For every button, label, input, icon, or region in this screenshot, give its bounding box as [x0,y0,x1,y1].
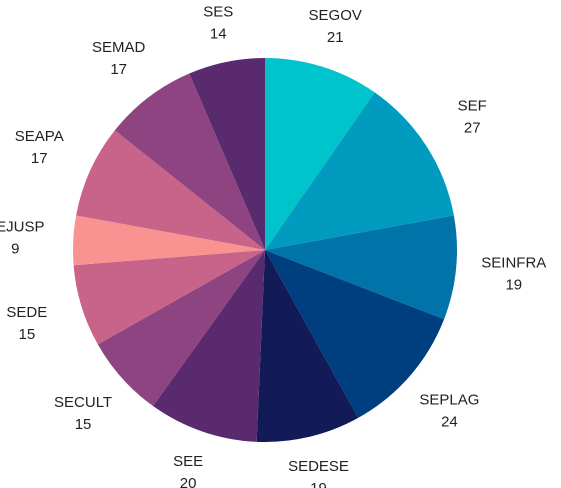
slice-value: 19 [310,480,327,488]
pie-slice [72,215,265,266]
slice-label: SEE [173,453,203,470]
slice-value: 15 [19,326,36,343]
pie-slice [153,250,265,442]
slice-label: SEF [458,98,487,115]
slice-value: 19 [505,276,522,293]
pie-slice [265,215,458,320]
pie-slice [256,250,359,442]
pie-slice [97,250,266,406]
slice-label: SES [203,3,233,20]
slice-value: 20 [180,475,197,488]
pie-slice [114,73,265,251]
pie-slice [189,58,265,250]
slice-label: SEGOV [309,7,362,24]
slice-label: SECULT [54,394,112,411]
slice-value: 17 [110,61,127,78]
slice-label: SEDE [6,304,47,321]
pie-slice [265,92,454,250]
slice-value: 27 [464,120,481,137]
slice-label: SEPLAG [419,392,479,409]
slice-value: 14 [210,25,227,42]
slice-label: SEJUSP [0,218,45,235]
slice-value: 9 [11,240,19,257]
slice-value: 17 [31,150,48,167]
slice-value: 15 [75,416,92,433]
slice-label: SEDESE [288,458,349,475]
pie-slice [73,250,266,345]
pie-slice [76,130,266,250]
pie-slice [265,250,445,418]
slice-label: SEAPA [15,128,64,145]
slice-value: 24 [441,414,458,431]
pie-slice [265,58,375,250]
slice-label: SEINFRA [481,254,546,271]
slice-label: SEMAD [92,39,146,56]
slice-value: 21 [327,29,344,46]
